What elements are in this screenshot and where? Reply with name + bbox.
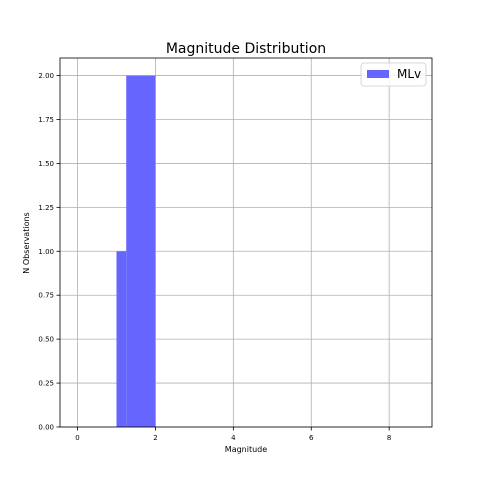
y-tick-label: 0.00 [38, 424, 54, 432]
y-tick-label: 1.00 [38, 248, 54, 256]
y-tick-label: 0.50 [38, 336, 54, 344]
y-tick-label: 2.00 [38, 72, 54, 80]
x-tick-label: 8 [387, 434, 391, 442]
grid-lines [60, 58, 432, 428]
legend-swatch-mlv [367, 70, 389, 78]
y-tick-label: 0.25 [38, 380, 54, 388]
y-tick-label: 1.25 [38, 204, 54, 212]
x-tick-label: 2 [153, 434, 157, 442]
legend: MLv [360, 62, 427, 87]
bars-group [116, 75, 156, 428]
plot-frame [59, 57, 433, 428]
x-tick-label: 0 [75, 434, 79, 442]
x-tick-label: 4 [231, 434, 236, 442]
y-tick-label: 0.75 [38, 292, 54, 300]
x-tick-label: 6 [309, 434, 314, 442]
y-tick-label: 1.50 [38, 160, 54, 168]
x-axis-label: Magnitude [225, 445, 267, 454]
y-axis-label: N Observations [22, 212, 31, 273]
legend-label-mlv: MLv [397, 67, 421, 81]
x-axis-ticks: 0 2 4 6 8 [75, 427, 391, 442]
y-axis-ticks: 0.00 0.25 0.50 0.75 1.00 1.25 1.50 1.75 2.00 [38, 72, 60, 432]
chart-title: Magnitude Distribution [166, 41, 326, 57]
histogram-bar [116, 251, 127, 427]
histogram-bar [126, 75, 156, 428]
y-tick-label: 1.75 [38, 116, 54, 124]
legend-box [360, 62, 427, 87]
